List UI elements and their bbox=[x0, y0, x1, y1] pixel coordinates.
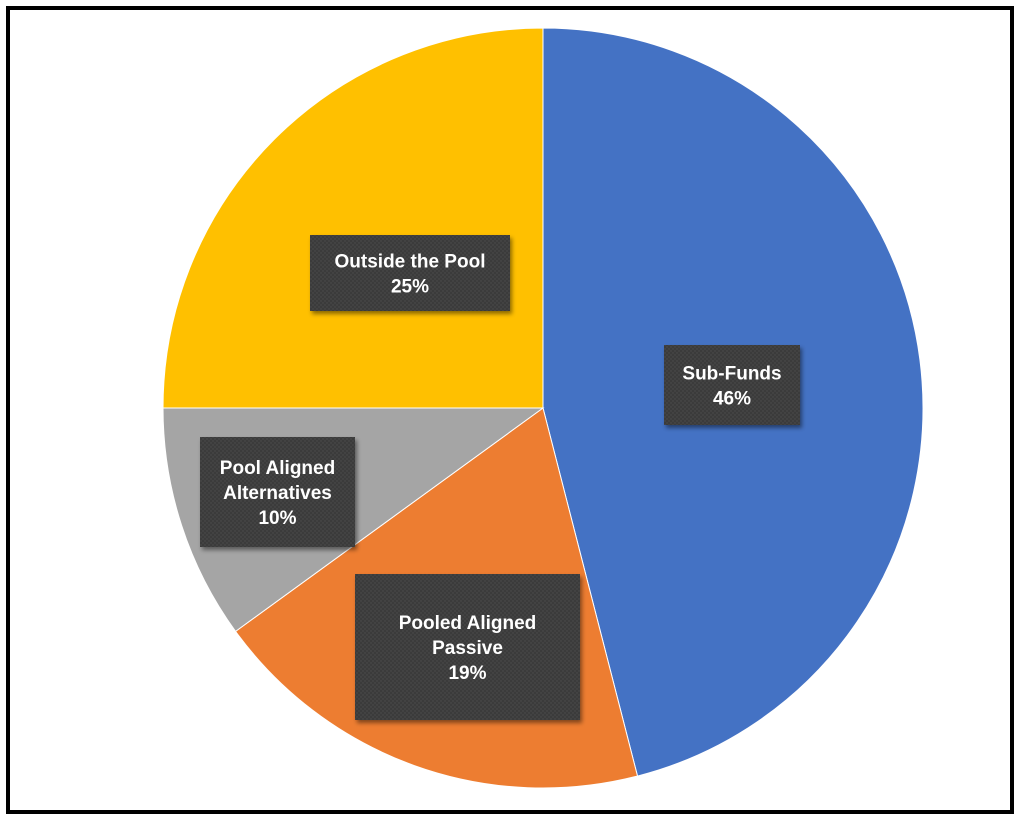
data-label-text: Alternatives bbox=[223, 483, 332, 504]
data-label-percent: 46% bbox=[713, 389, 751, 410]
data-label-pool-aligned-alternatives: Pool Aligned Alternatives 10% bbox=[200, 437, 355, 547]
data-label-percent: 10% bbox=[258, 508, 296, 529]
data-label-sub-funds: Sub-Funds 46% bbox=[664, 345, 800, 425]
data-label-box bbox=[355, 574, 580, 720]
data-label-percent: 19% bbox=[448, 663, 486, 684]
data-label-text: Pool Aligned bbox=[220, 458, 335, 479]
data-label-text: Outside the Pool bbox=[335, 252, 486, 273]
data-label-box bbox=[310, 235, 510, 311]
data-label-outside-the-pool: Outside the Pool 25% bbox=[310, 235, 510, 311]
data-label-box bbox=[200, 437, 355, 547]
data-label-pooled-aligned-passive: Pooled Aligned Passive 19% bbox=[355, 574, 580, 720]
data-label-text: Pooled Aligned bbox=[399, 613, 537, 634]
data-label-text: Passive bbox=[432, 638, 503, 659]
data-label-box bbox=[664, 345, 800, 425]
data-label-percent: 25% bbox=[391, 277, 429, 298]
pie-slice-outside-the-pool bbox=[162, 27, 544, 409]
data-label-text: Sub-Funds bbox=[682, 364, 781, 385]
